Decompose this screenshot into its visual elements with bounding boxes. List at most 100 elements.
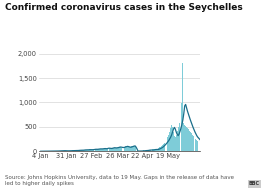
Bar: [143, 150, 144, 151]
Bar: [195, 139, 196, 151]
Bar: [111, 148, 112, 151]
Bar: [112, 148, 113, 151]
Bar: [75, 150, 76, 151]
Bar: [115, 148, 116, 151]
Bar: [119, 147, 120, 151]
Bar: [189, 131, 190, 151]
Bar: [114, 148, 115, 151]
Bar: [162, 145, 163, 151]
Bar: [82, 150, 83, 151]
Bar: [154, 149, 155, 151]
Bar: [120, 147, 121, 151]
Bar: [116, 148, 117, 151]
Bar: [121, 148, 122, 151]
Bar: [93, 149, 94, 151]
Bar: [86, 150, 87, 151]
Text: Confirmed coronavirus cases in the Seychelles: Confirmed coronavirus cases in the Seych…: [5, 3, 243, 12]
Bar: [148, 150, 149, 151]
Bar: [152, 149, 153, 151]
Bar: [193, 137, 195, 151]
Bar: [125, 146, 126, 151]
Bar: [164, 143, 165, 151]
Bar: [172, 127, 173, 151]
Bar: [166, 139, 167, 151]
Bar: [149, 150, 150, 151]
Bar: [91, 150, 92, 151]
Bar: [197, 141, 198, 151]
Bar: [174, 136, 175, 151]
Bar: [177, 131, 178, 151]
Bar: [97, 149, 98, 151]
Bar: [100, 149, 101, 151]
Bar: [163, 144, 164, 151]
Bar: [183, 123, 184, 151]
Bar: [187, 128, 188, 151]
Bar: [170, 128, 171, 151]
Bar: [90, 149, 91, 151]
Bar: [169, 132, 170, 151]
Bar: [122, 147, 124, 151]
Bar: [176, 135, 177, 151]
Bar: [133, 146, 134, 151]
Bar: [171, 125, 172, 151]
Bar: [72, 150, 73, 151]
Bar: [165, 142, 166, 151]
Bar: [78, 150, 79, 151]
Bar: [87, 150, 88, 151]
Bar: [81, 150, 82, 151]
Bar: [146, 150, 147, 151]
Bar: [127, 147, 128, 151]
Bar: [156, 149, 157, 151]
Bar: [159, 147, 160, 151]
Bar: [83, 150, 84, 151]
Bar: [96, 149, 97, 151]
Bar: [184, 125, 185, 151]
Bar: [104, 148, 105, 151]
Bar: [186, 127, 187, 151]
Bar: [132, 146, 133, 151]
Bar: [150, 150, 151, 151]
Bar: [101, 149, 102, 151]
Bar: [188, 129, 189, 151]
Bar: [74, 150, 75, 151]
Bar: [147, 150, 148, 151]
Bar: [124, 147, 125, 151]
Bar: [190, 132, 191, 151]
Bar: [129, 147, 130, 151]
Bar: [73, 150, 74, 151]
Bar: [88, 150, 89, 151]
Bar: [179, 123, 180, 151]
Bar: [110, 149, 111, 151]
Bar: [98, 149, 99, 151]
Bar: [108, 148, 109, 151]
Bar: [160, 147, 161, 151]
Bar: [113, 148, 114, 151]
Bar: [173, 132, 174, 151]
Bar: [84, 150, 85, 151]
Bar: [89, 149, 90, 151]
Bar: [185, 126, 186, 151]
Bar: [105, 149, 106, 151]
Bar: [117, 148, 118, 151]
Bar: [134, 146, 135, 151]
Bar: [161, 146, 162, 151]
Bar: [126, 147, 127, 151]
Bar: [130, 147, 131, 151]
Bar: [118, 147, 119, 151]
Bar: [79, 150, 80, 151]
Bar: [77, 150, 78, 151]
Bar: [99, 149, 100, 151]
Bar: [157, 149, 158, 151]
Bar: [102, 149, 103, 151]
Bar: [153, 149, 154, 151]
Bar: [155, 150, 156, 151]
Bar: [95, 149, 96, 151]
Bar: [158, 148, 159, 151]
Bar: [128, 147, 129, 151]
Bar: [168, 135, 169, 151]
Bar: [106, 149, 107, 151]
Text: BBC: BBC: [249, 181, 260, 186]
Bar: [181, 103, 182, 151]
Bar: [85, 150, 86, 151]
Bar: [192, 135, 193, 151]
